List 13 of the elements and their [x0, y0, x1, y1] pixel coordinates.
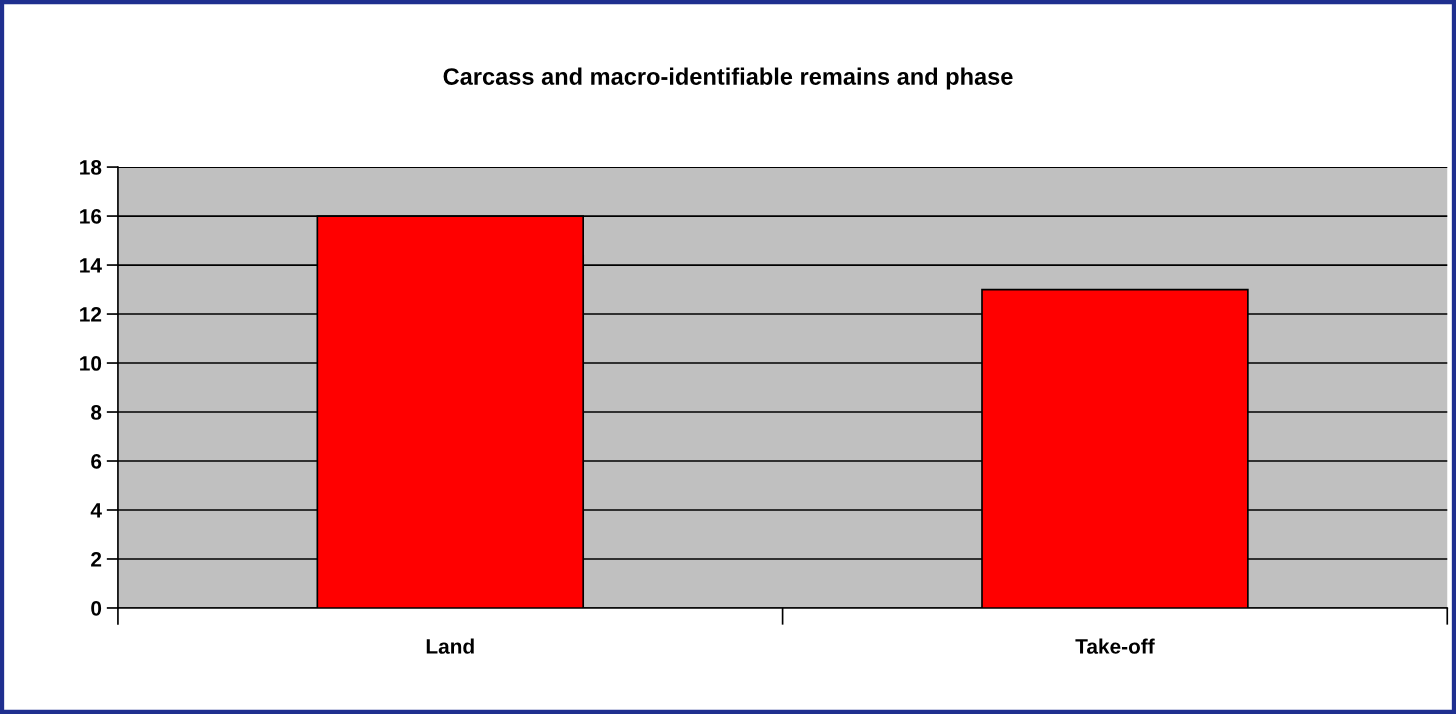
- y-tick-label: 16: [80, 209, 102, 224]
- y-tick-label: 18: [80, 160, 102, 175]
- y-tick-label: 10: [80, 356, 102, 371]
- y-tick-label: 0: [91, 600, 102, 616]
- x-tick-label: Land: [426, 638, 474, 654]
- y-tick-label: 12: [80, 307, 102, 322]
- y-tick-label: 8: [91, 405, 102, 420]
- y-tick-label: 14: [80, 258, 102, 273]
- y-tick-label: 4: [90, 503, 102, 518]
- y-tick-label: 2: [91, 551, 102, 567]
- x-tick-label: Take-off: [1075, 638, 1155, 654]
- y-tick-label: 6: [91, 454, 102, 469]
- chart-title: Carcass and macro-identifiable remains and phase: [443, 67, 1013, 90]
